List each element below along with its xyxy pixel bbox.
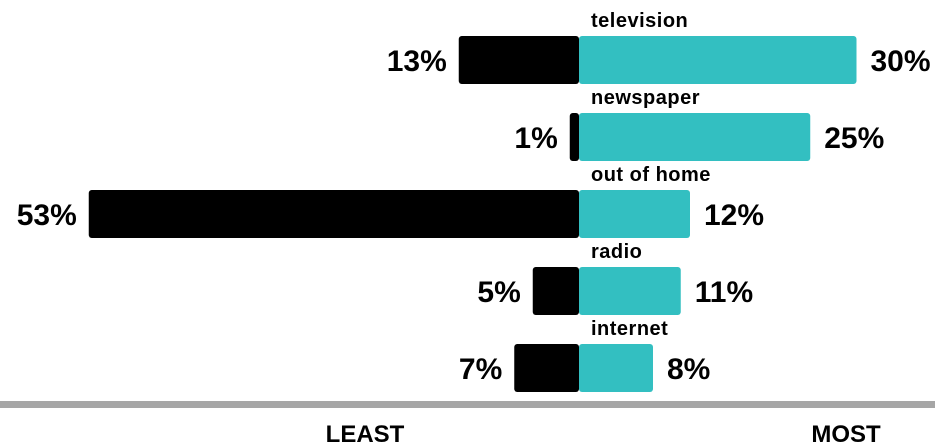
least-value-radio: 5% <box>477 276 520 309</box>
most-bar-television <box>579 36 857 84</box>
most-bar-newspaper <box>579 113 810 161</box>
most-bar-internet <box>579 344 653 392</box>
category-label-out-of-home: out of home <box>591 164 711 186</box>
baseline-rule <box>0 401 935 408</box>
least-axis-label: LEAST <box>326 421 405 448</box>
most-value-radio: 11% <box>695 276 753 309</box>
category-label-newspaper: newspaper <box>591 87 700 109</box>
least-value-newspaper: 1% <box>514 122 557 155</box>
category-label-radio: radio <box>591 241 642 263</box>
most-value-newspaper: 25% <box>824 122 884 155</box>
most-bar-radio <box>579 267 681 315</box>
least-bar-internet <box>514 344 579 392</box>
least-value-television: 13% <box>387 45 447 78</box>
least-bar-out-of-home <box>89 190 579 238</box>
bars-group: television 13% 30% newspaper 1% 25% out of hom… <box>17 10 931 392</box>
least-value-out-of-home: 53% <box>17 199 77 232</box>
least-value-internet: 7% <box>459 353 502 386</box>
category-label-internet: internet <box>591 318 668 340</box>
most-value-television: 30% <box>871 45 931 78</box>
most-value-out-of-home: 12% <box>704 199 764 232</box>
most-bar-out-of-home <box>579 190 690 238</box>
least-bar-television <box>459 36 579 84</box>
least-bar-radio <box>533 267 579 315</box>
least-bar-newspaper <box>570 113 579 161</box>
category-label-television: television <box>591 10 688 32</box>
most-value-internet: 8% <box>667 353 710 386</box>
most-axis-label: MOST <box>811 421 881 448</box>
